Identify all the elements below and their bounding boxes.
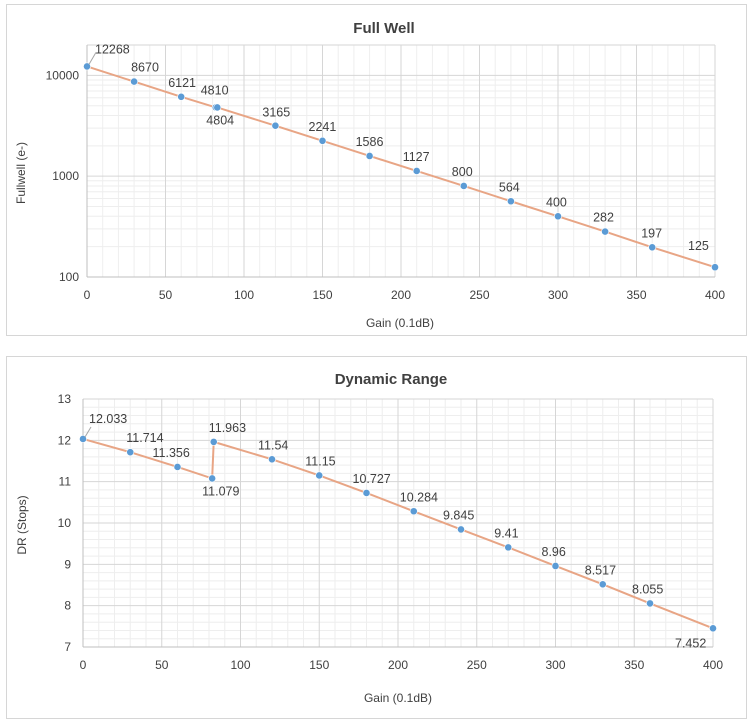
- x-tick-label: 150: [309, 658, 329, 672]
- y-tick-label: 13: [58, 392, 72, 406]
- data-label: 7.452: [675, 636, 706, 650]
- y-tick-label: 9: [64, 557, 71, 571]
- data-point: [457, 525, 465, 534]
- data-point: [79, 435, 87, 443]
- leader-line: [88, 52, 97, 65]
- x-tick-label: 400: [705, 288, 725, 302]
- data-label: 11.714: [126, 431, 163, 445]
- data-label: 12268: [95, 42, 130, 56]
- x-tick-label: 100: [230, 658, 250, 672]
- x-tick-label: 0: [84, 288, 91, 302]
- chart-title: Dynamic Range: [335, 371, 448, 388]
- data-label: 11.15: [305, 454, 335, 468]
- data-point: [504, 543, 513, 552]
- data-point: [173, 463, 182, 471]
- x-tick-label: 150: [312, 288, 332, 302]
- data-point: [208, 474, 217, 483]
- x-tick-label: 0: [80, 658, 87, 672]
- y-tick-label: 10: [58, 516, 72, 530]
- data-point: [551, 562, 560, 570]
- data-point: [177, 92, 186, 101]
- x-tick-label: 250: [467, 658, 487, 672]
- data-point: [268, 455, 276, 464]
- data-point: [601, 227, 609, 236]
- fullwell-chart: Full Well Gain (0.1dB) Fullwell (e-) 0 50…: [14, 20, 725, 330]
- x-axis-label: Gain (0.1dB): [364, 691, 432, 705]
- x-tick-label: 300: [545, 658, 565, 672]
- data-label: 8.96: [542, 545, 566, 559]
- data-label: 4804: [206, 113, 234, 127]
- data-label: 564: [499, 180, 520, 194]
- data-label: 6121: [168, 76, 196, 90]
- x-tick-label: 50: [155, 658, 169, 672]
- dynamic-range-chart: Dynamic Range Gain (0.1dB) DR (Stops) 0 5…: [15, 371, 723, 705]
- y-tick-label: 10000: [46, 68, 80, 82]
- data-point: [459, 182, 468, 190]
- data-point: [130, 77, 138, 86]
- x-tick-label: 100: [234, 288, 254, 302]
- data-label: 8670: [131, 61, 159, 75]
- data-point: [711, 263, 719, 272]
- x-tick-label: 300: [548, 288, 568, 302]
- data-point: [318, 136, 327, 145]
- data-label: 282: [593, 211, 614, 225]
- x-tick-label: 250: [469, 288, 489, 302]
- data-point: [271, 121, 280, 130]
- y-tick-label: 7: [64, 640, 71, 654]
- data-point: [409, 507, 418, 516]
- data-label: 9.845: [443, 508, 474, 522]
- data-label: 125: [688, 239, 709, 253]
- data-point: [365, 152, 374, 160]
- x-tick-label: 50: [159, 288, 173, 302]
- data-label: 11.963: [209, 421, 246, 435]
- data-point: [213, 103, 222, 112]
- data-label: 8.055: [632, 582, 663, 596]
- dynamic-range-chart-panel: Dynamic Range Gain (0.1dB) DR (Stops) 0 5…: [6, 356, 747, 719]
- fullwell-chart-panel: Full Well Gain (0.1dB) Fullwell (e-) 0 50…: [6, 4, 747, 336]
- y-tick-label: 12: [58, 433, 72, 447]
- x-tick-label: 200: [391, 288, 411, 302]
- data-label: 9.41: [494, 526, 518, 540]
- data-label: 11.356: [153, 446, 190, 460]
- data-point: [315, 471, 324, 480]
- data-point: [709, 624, 717, 633]
- chart-title: Full Well: [353, 20, 414, 37]
- y-tick-label: 100: [59, 270, 79, 284]
- data-point: [598, 580, 607, 589]
- y-axis-label: DR (Stops): [15, 495, 29, 554]
- leader-line: [84, 426, 92, 438]
- data-label: 11.54: [258, 438, 288, 452]
- data-label: 8.517: [585, 563, 616, 577]
- data-point: [506, 197, 515, 206]
- y-tick-label: 11: [59, 475, 72, 489]
- y-axis-label: Fullwell (e-): [14, 142, 28, 204]
- data-label: 4810: [201, 83, 229, 97]
- y-tick-label: 1000: [52, 169, 79, 183]
- data-label: 3165: [262, 106, 290, 120]
- x-axis-label: Gain (0.1dB): [366, 316, 434, 330]
- data-label: 10.727: [353, 472, 391, 486]
- data-point: [209, 437, 218, 446]
- data-point: [646, 599, 654, 608]
- x-tick-label: 200: [388, 658, 408, 672]
- data-point: [362, 489, 371, 497]
- data-label: 10.284: [400, 490, 438, 504]
- data-point: [554, 212, 562, 221]
- data-point: [83, 62, 91, 71]
- data-label: 11.079: [202, 484, 239, 498]
- data-point: [126, 448, 135, 457]
- data-point: [648, 243, 657, 252]
- x-tick-label: 350: [624, 658, 644, 672]
- data-label: 400: [546, 195, 567, 209]
- data-label: 12.033: [89, 412, 127, 426]
- data-point: [412, 167, 421, 175]
- x-tick-label: 400: [703, 658, 723, 672]
- data-label: 2241: [309, 120, 337, 134]
- x-tick-label: 350: [626, 288, 646, 302]
- data-label: 800: [452, 165, 473, 179]
- data-label: 1586: [356, 135, 384, 149]
- y-tick-label: 8: [64, 599, 71, 613]
- data-label: 1127: [403, 150, 430, 164]
- data-label: 197: [641, 226, 662, 240]
